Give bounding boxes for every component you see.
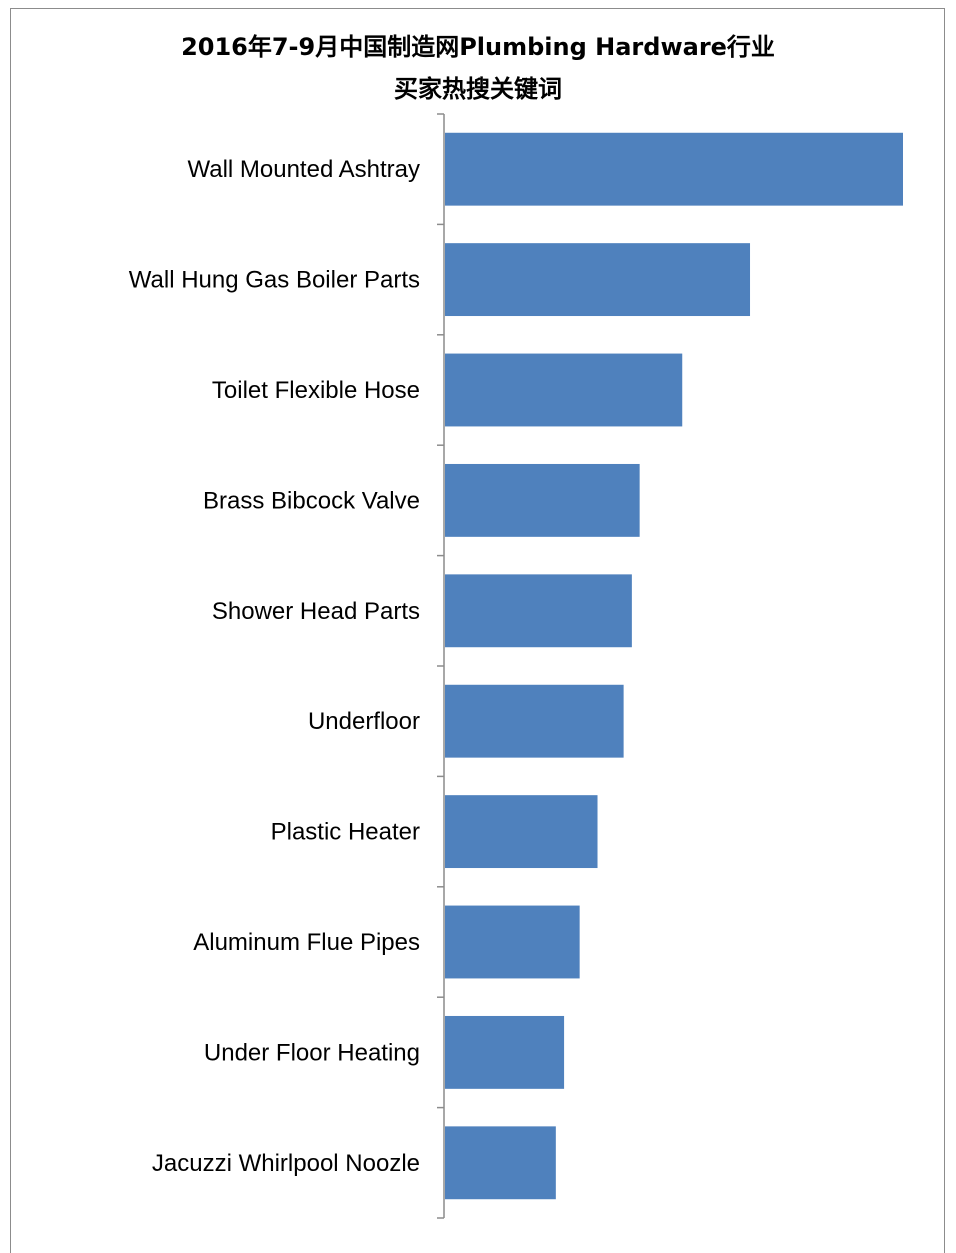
category-label: Underfloor <box>308 708 420 735</box>
category-label: Brass Bibcock Valve <box>203 487 420 514</box>
category-label: Wall Hung Gas Boiler Parts <box>129 267 420 294</box>
category-label: Under Floor Heating <box>204 1039 420 1066</box>
chart-title: 2016年7-9月中国制造网Plumbing Hardware行业 买家热搜关键… <box>0 26 956 110</box>
bar <box>445 243 751 317</box>
bar <box>445 1015 565 1089</box>
bar <box>445 463 640 537</box>
category-label: Plastic Heater <box>271 819 420 846</box>
bar <box>445 132 903 206</box>
category-label: Aluminum Flue Pipes <box>193 929 420 956</box>
category-label: Jacuzzi Whirlpool Noozle <box>152 1150 420 1177</box>
bar <box>445 353 683 427</box>
chart-title-line-1: 2016年7-9月中国制造网Plumbing Hardware行业 <box>181 33 775 61</box>
category-label: Wall Mounted Ashtray <box>187 156 420 183</box>
bar <box>445 574 632 648</box>
category-label: Toilet Flexible Hose <box>212 377 420 404</box>
chart-title-line-2: 买家热搜关键词 <box>394 75 562 103</box>
bar <box>445 795 598 869</box>
bar <box>445 684 624 758</box>
bar <box>445 1126 556 1200</box>
bar <box>445 905 580 979</box>
category-label: Shower Head Parts <box>212 598 420 625</box>
